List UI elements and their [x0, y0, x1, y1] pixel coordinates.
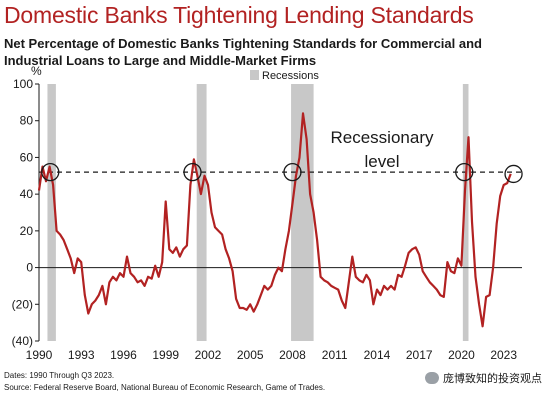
watermark: 庞博致知的投资观点: [425, 370, 542, 386]
source-footnote: Source: Federal Reserve Board, National …: [4, 383, 326, 392]
x-tick-label: 1993: [68, 348, 95, 362]
chart-title: Domestic Banks Tightening Lending Standa…: [4, 2, 474, 28]
recessionary-level-label-line1: Recessionary: [331, 128, 434, 147]
legend: Recessions: [250, 70, 319, 82]
y-tick-label: (20): [12, 297, 33, 311]
y-tick-label: (40): [12, 334, 33, 348]
wechat-icon: [425, 372, 439, 384]
series-lines: [37, 112, 512, 328]
x-tick-label: 2017: [406, 348, 433, 362]
recession-band-1: [47, 84, 56, 341]
x-tick-label: 1999: [152, 348, 179, 362]
x-tick-label: 2023: [490, 348, 517, 362]
recession-band-4: [462, 84, 469, 341]
dates-footnote: Dates: 1990 Through Q3 2023.: [4, 371, 115, 380]
highlight-circle-4: [455, 162, 474, 182]
x-tick-label: 2011: [322, 348, 348, 362]
chart-subtitle: Net Percentage of Domestic Banks Tighten…: [4, 36, 482, 68]
highlight-circle-3: [283, 162, 302, 182]
x-tick-label: 2008: [279, 348, 306, 362]
y-tick-label: 100: [13, 77, 33, 91]
x-tick-label: 2002: [195, 348, 222, 362]
series-line-1: [37, 112, 512, 328]
y-tick-label: 40: [20, 187, 34, 201]
highlight-circle-2: [183, 162, 202, 182]
highlight-circle-5: [504, 164, 523, 184]
annotations: Recessionary level: [331, 128, 434, 171]
legend-swatch: [250, 70, 259, 80]
axes: %100 80 60 40 20 0 (20) (40)1990 1993 1996 1999 200…: [12, 64, 522, 362]
watermark-text: 庞博致知的投资观点: [443, 372, 542, 385]
highlight-markers: [41, 162, 523, 184]
y-unit-label: %: [31, 64, 42, 78]
x-tick-label: 2005: [237, 348, 264, 362]
highlight-circle-1: [41, 162, 60, 182]
y-tick-label: 20: [20, 224, 34, 238]
x-tick-label: 2020: [448, 348, 475, 362]
recession-band-2: [196, 84, 207, 341]
y-tick-label: 0: [26, 261, 33, 275]
x-tick-label: 1990: [26, 348, 53, 362]
legend-label: Recessions: [262, 70, 319, 82]
x-tick-label: 1996: [110, 348, 137, 362]
y-tick-label: 80: [20, 114, 34, 128]
y-tick-label: 60: [20, 150, 34, 164]
recessionary-level-label-line2: level: [365, 152, 400, 171]
x-tick-label: 2014: [364, 348, 391, 362]
